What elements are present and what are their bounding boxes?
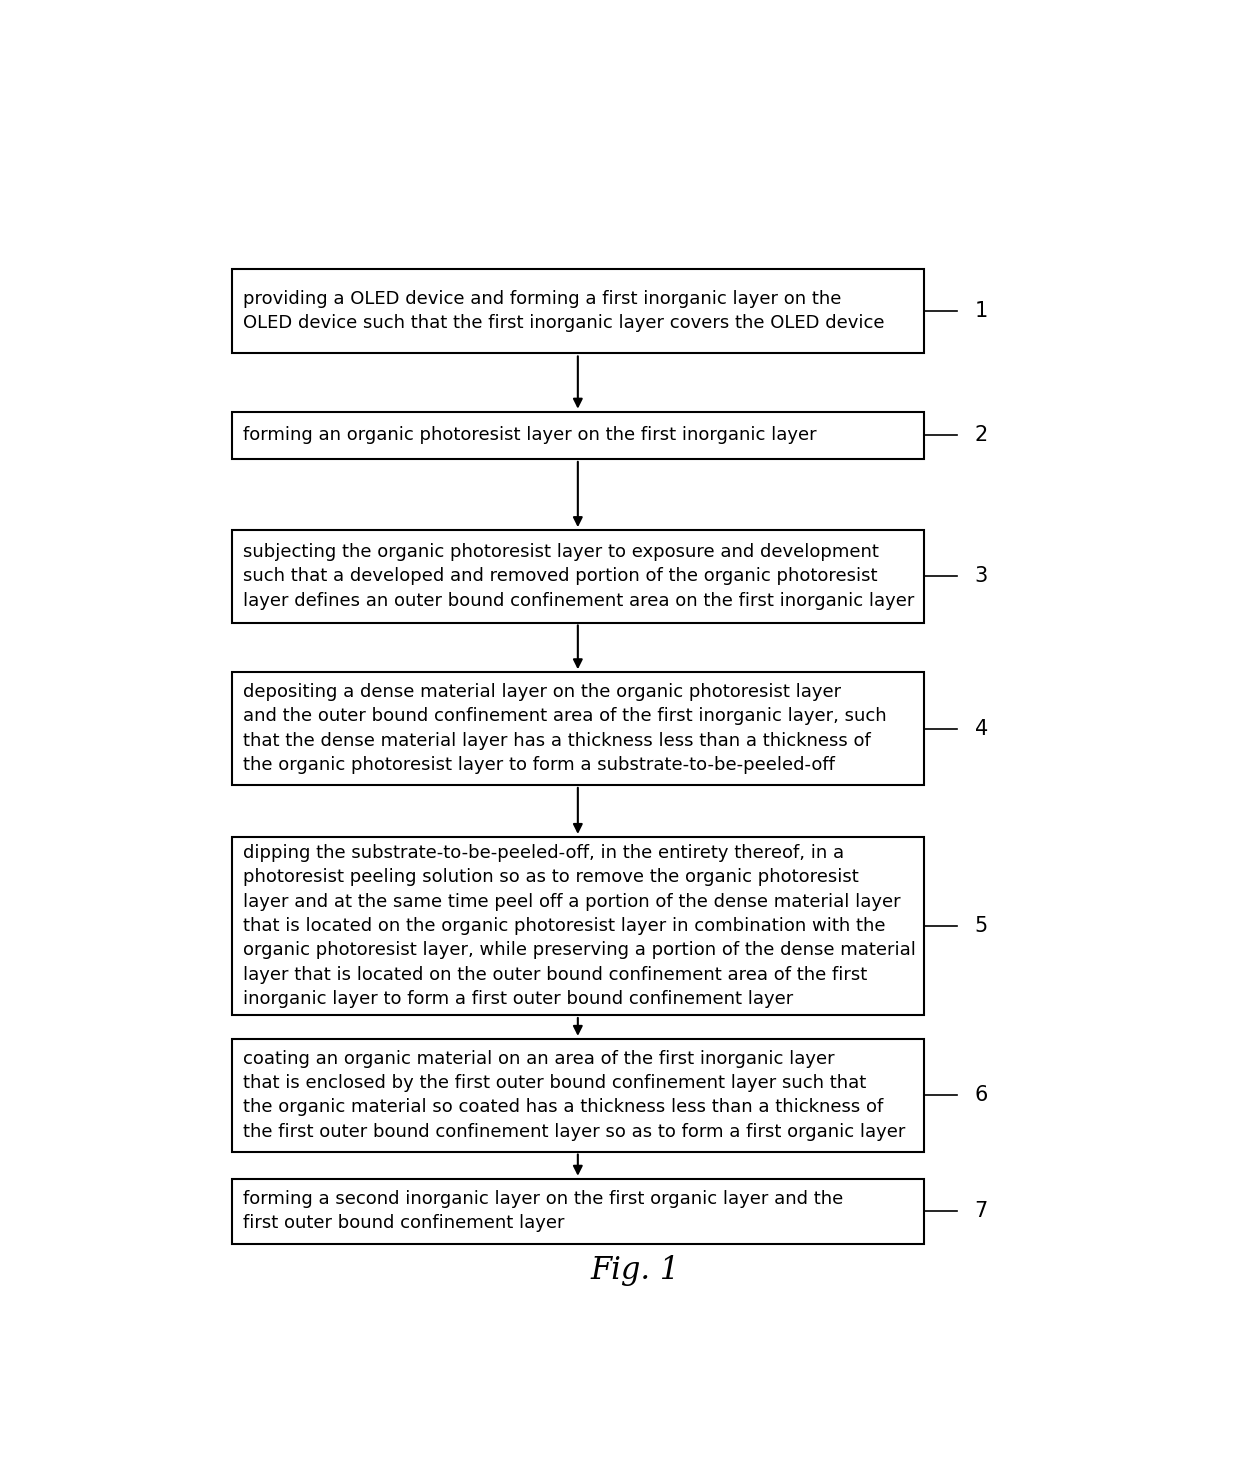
Text: providing a OLED device and forming a first inorganic layer on the
OLED device s: providing a OLED device and forming a fi… xyxy=(243,290,885,333)
Text: dipping the substrate-to-be-peeled-off, in the entirety thereof, in a
photoresis: dipping the substrate-to-be-peeled-off, … xyxy=(243,844,916,1008)
Text: 4: 4 xyxy=(975,718,988,738)
Text: 7: 7 xyxy=(975,1201,988,1222)
Bar xyxy=(232,1039,924,1151)
Text: 3: 3 xyxy=(975,567,988,586)
Text: coating an organic material on an area of the first inorganic layer
that is encl: coating an organic material on an area o… xyxy=(243,1050,905,1141)
Text: depositing a dense material layer on the organic photoresist layer
and the outer: depositing a dense material layer on the… xyxy=(243,683,887,774)
Bar xyxy=(232,672,924,785)
Text: 2: 2 xyxy=(975,425,988,445)
Text: Fig. 1: Fig. 1 xyxy=(591,1254,680,1285)
Text: forming a second inorganic layer on the first organic layer and the
first outer : forming a second inorganic layer on the … xyxy=(243,1190,843,1232)
Text: 6: 6 xyxy=(975,1086,988,1105)
Bar xyxy=(232,1179,924,1244)
Text: forming an organic photoresist layer on the first inorganic layer: forming an organic photoresist layer on … xyxy=(243,426,817,444)
Bar xyxy=(232,270,924,353)
Bar xyxy=(232,837,924,1015)
Text: 5: 5 xyxy=(975,916,988,936)
Bar xyxy=(232,530,924,623)
Text: 1: 1 xyxy=(975,302,988,321)
Bar xyxy=(232,412,924,459)
Text: subjecting the organic photoresist layer to exposure and development
such that a: subjecting the organic photoresist layer… xyxy=(243,544,915,609)
